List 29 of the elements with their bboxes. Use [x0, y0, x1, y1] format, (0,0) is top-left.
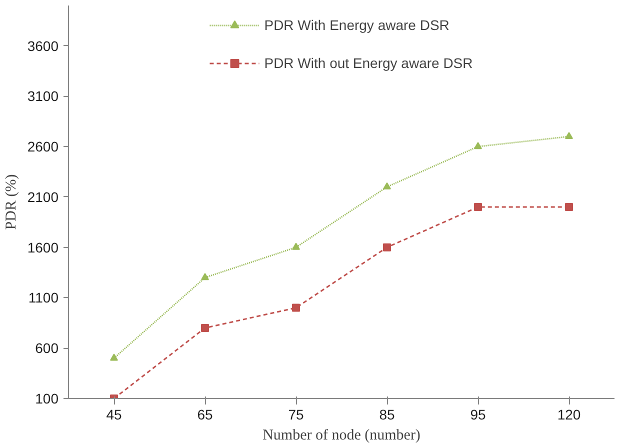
point — [383, 243, 391, 252]
x-tick-label: 75 — [288, 406, 304, 422]
y-tick-label: 1100 — [28, 290, 59, 306]
y-tick-label: 100 — [35, 390, 59, 406]
y-tick-label: 600 — [35, 340, 59, 356]
y-tick-label: 3600 — [27, 38, 59, 54]
point — [110, 354, 118, 361]
point — [201, 273, 209, 280]
point — [474, 142, 482, 150]
y-tick-label: 1600 — [27, 239, 59, 256]
y-tick-label: 3100 — [27, 88, 59, 104]
legend-label: PDR With Energy aware DSR — [264, 17, 450, 33]
point — [292, 242, 300, 250]
point — [565, 132, 573, 140]
x-tick-label: 65 — [197, 406, 213, 422]
point — [474, 203, 482, 212]
y-axis-title: PDR (%) — [3, 174, 20, 230]
y-tick-label: 2600 — [27, 138, 59, 155]
x-axis-title: Number of node (number) — [262, 428, 420, 444]
x-tick-label: 45 — [106, 406, 122, 422]
y-tick-label: 2100 — [27, 188, 59, 205]
legend-label: PDR With out Energy aware DSR — [264, 55, 473, 71]
x-tick-label: 85 — [379, 406, 395, 422]
point — [565, 203, 573, 212]
point — [292, 304, 300, 312]
point — [383, 182, 391, 190]
x-tick-label: 120 — [557, 406, 581, 422]
x-tick-label: 95 — [470, 406, 486, 422]
point — [201, 324, 209, 332]
